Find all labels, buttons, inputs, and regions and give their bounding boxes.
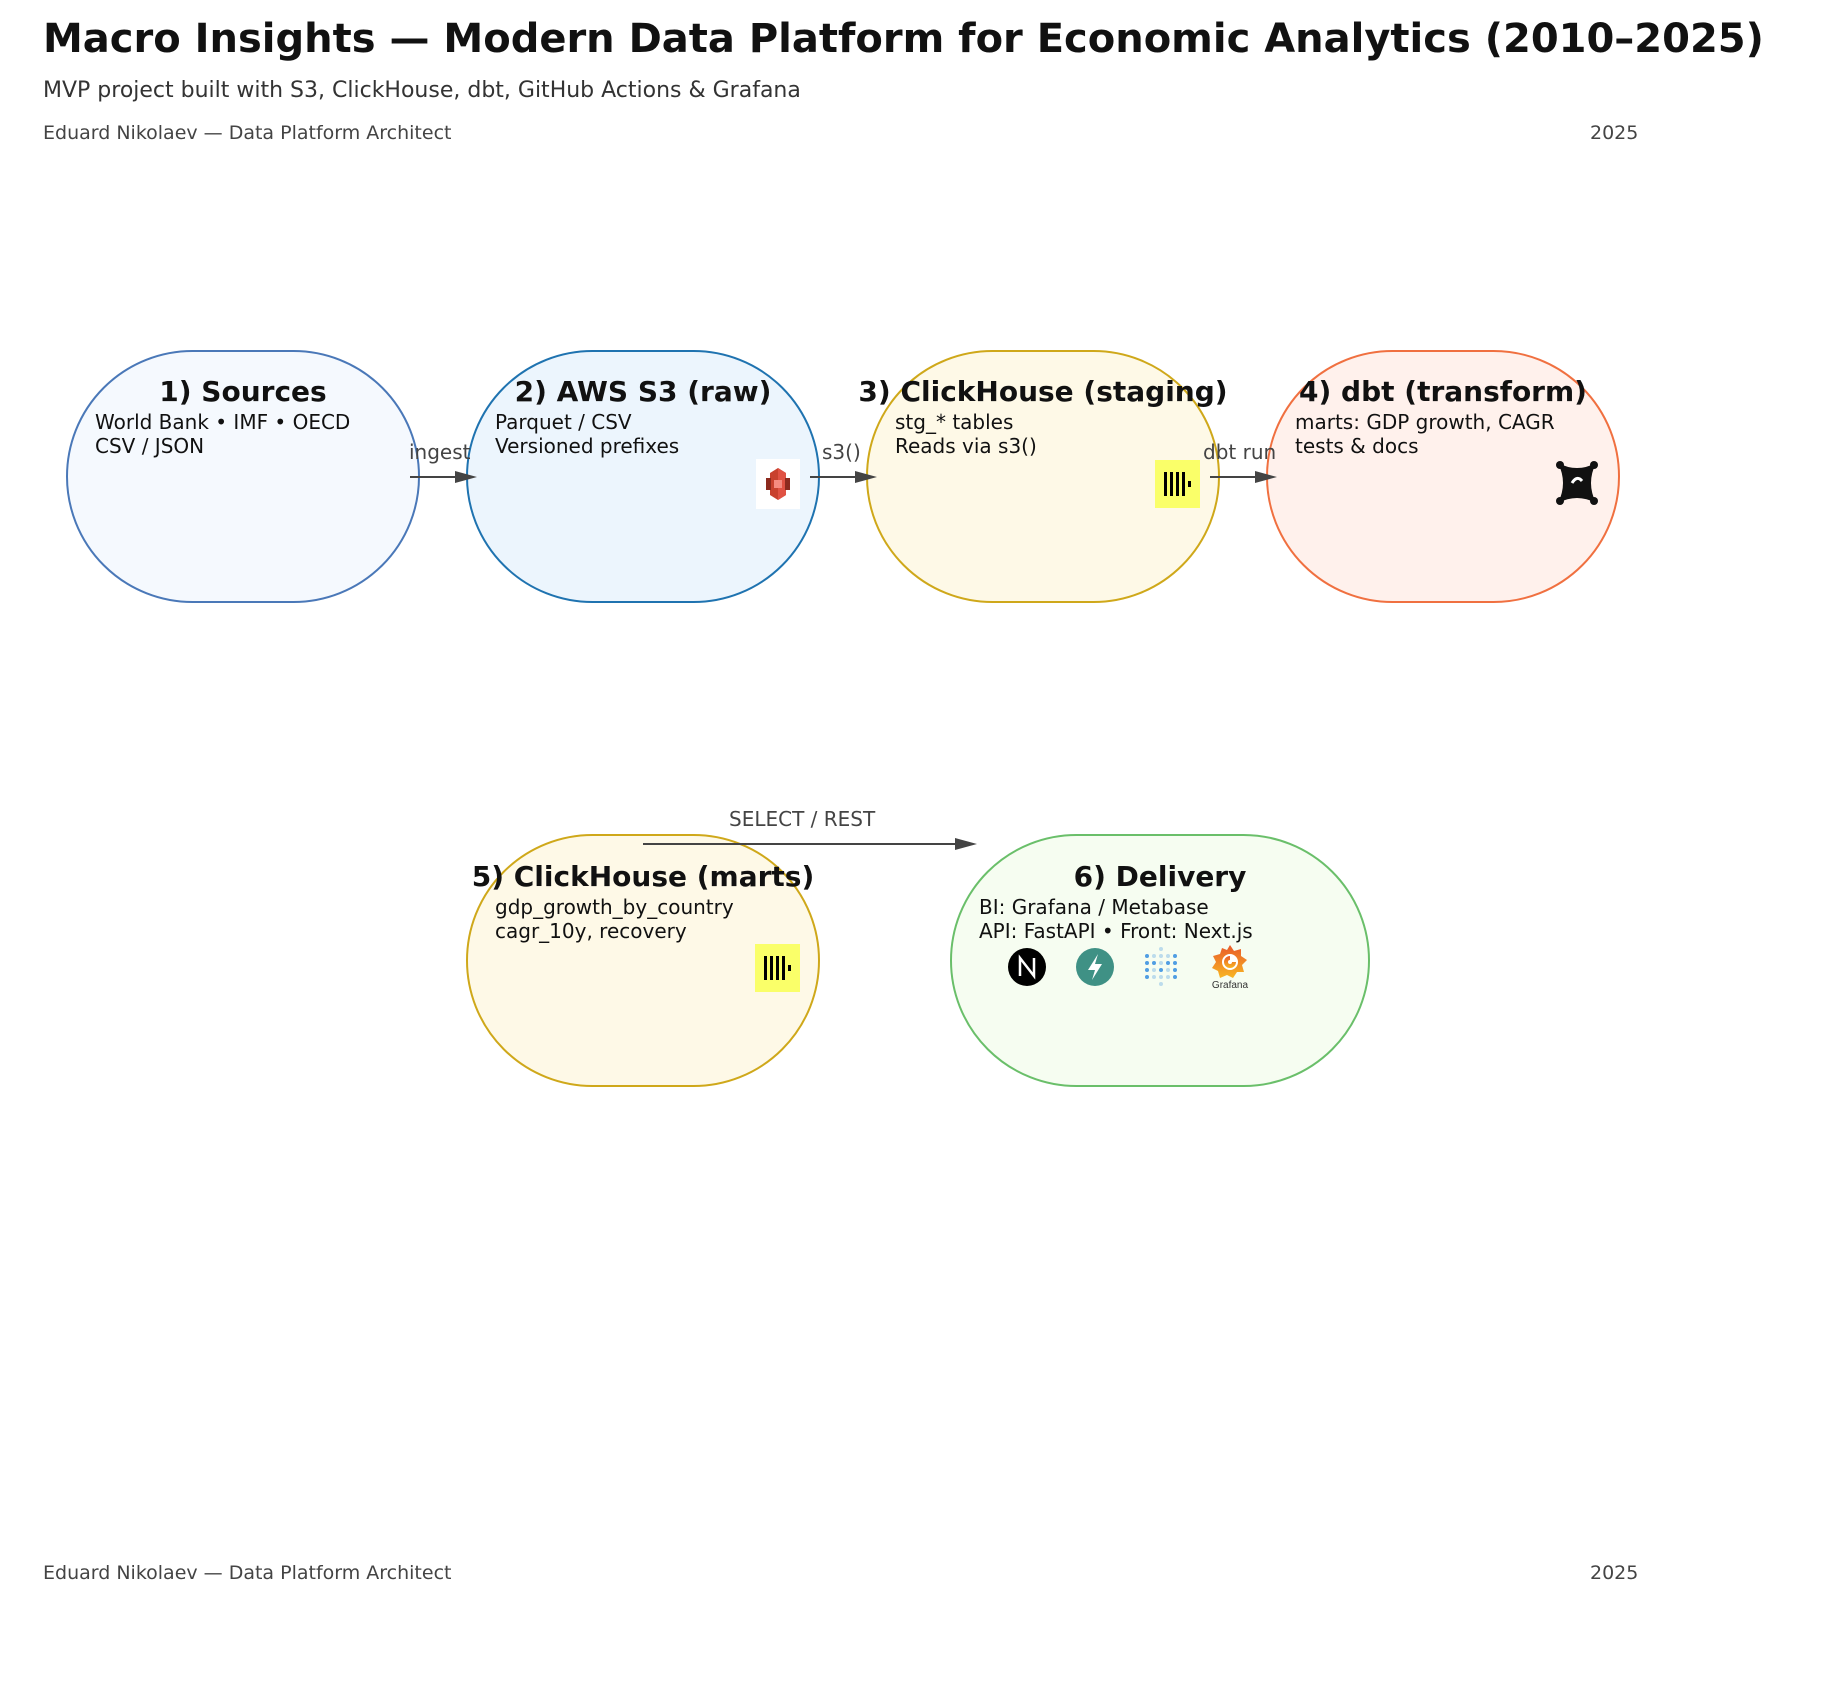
node-aws-s3-line-1: Parquet / CSV	[495, 410, 632, 434]
node-sources	[66, 350, 420, 603]
edge-label-ingest: ingest	[409, 440, 471, 464]
edge-label-dbt-run: dbt run	[1203, 440, 1277, 464]
grafana-caption: Grafana	[1211, 980, 1249, 991]
node-clickhouse-staging-line-2: Reads via s3()	[895, 434, 1037, 458]
edge-label-s3: s3()	[822, 440, 861, 464]
node-sources-line-2: CSV / JSON	[95, 434, 205, 458]
node-sources-line-1: World Bank • IMF • OECD	[95, 410, 351, 434]
edge-dbt-run	[1210, 471, 1277, 483]
node-clickhouse-marts-title: 5) ClickHouse (marts)	[471, 860, 815, 893]
grafana-icon: Grafana	[1205, 942, 1255, 994]
node-delivery-line-1: BI: Grafana / Metabase	[979, 895, 1209, 919]
footer-year: 2025	[1590, 1562, 1639, 1584]
node-dbt-line-1: marts: GDP growth, CAGR	[1295, 410, 1555, 434]
header-author: Eduard Nikolaev — Data Platform Architec…	[43, 122, 452, 144]
dbt-icon	[1552, 457, 1602, 509]
edge-s3	[810, 471, 877, 483]
fastapi-icon	[1075, 945, 1115, 989]
metabase-icon	[1143, 945, 1179, 989]
clickhouse-icon	[1155, 460, 1200, 508]
node-clickhouse-staging-line-1: stg_* tables	[895, 410, 1014, 434]
page-title: Macro Insights — Modern Data Platform fo…	[43, 16, 1764, 62]
edge-select-rest	[643, 838, 977, 850]
node-clickhouse-marts-line-1: gdp_growth_by_country	[495, 895, 734, 919]
node-sources-title: 1) Sources	[159, 375, 327, 408]
page-subtitle: MVP project built with S3, ClickHouse, d…	[43, 78, 801, 103]
aws-s3-icon	[756, 459, 800, 509]
node-dbt	[1266, 350, 1620, 603]
node-aws-s3-line-2: Versioned prefixes	[495, 434, 680, 458]
clickhouse-icon	[755, 944, 800, 992]
node-dbt-line-2: tests & docs	[1295, 434, 1419, 458]
edge-label-select-rest: SELECT / REST	[729, 807, 876, 831]
node-clickhouse-staging-title: 3) ClickHouse (staging)	[858, 375, 1228, 408]
header-year: 2025	[1590, 122, 1639, 144]
node-aws-s3-title: 2) AWS S3 (raw)	[514, 375, 772, 408]
node-clickhouse-marts-line-2: cagr_10y, recovery	[495, 919, 687, 943]
node-dbt-title: 4) dbt (transform)	[1299, 375, 1587, 408]
edge-ingest	[410, 471, 477, 483]
footer-author: Eduard Nikolaev — Data Platform Architec…	[43, 1562, 452, 1584]
node-delivery-line-2: API: FastAPI • Front: Next.js	[979, 919, 1253, 943]
node-delivery-title: 6) Delivery	[1073, 860, 1247, 893]
nextjs-icon	[1007, 945, 1047, 989]
